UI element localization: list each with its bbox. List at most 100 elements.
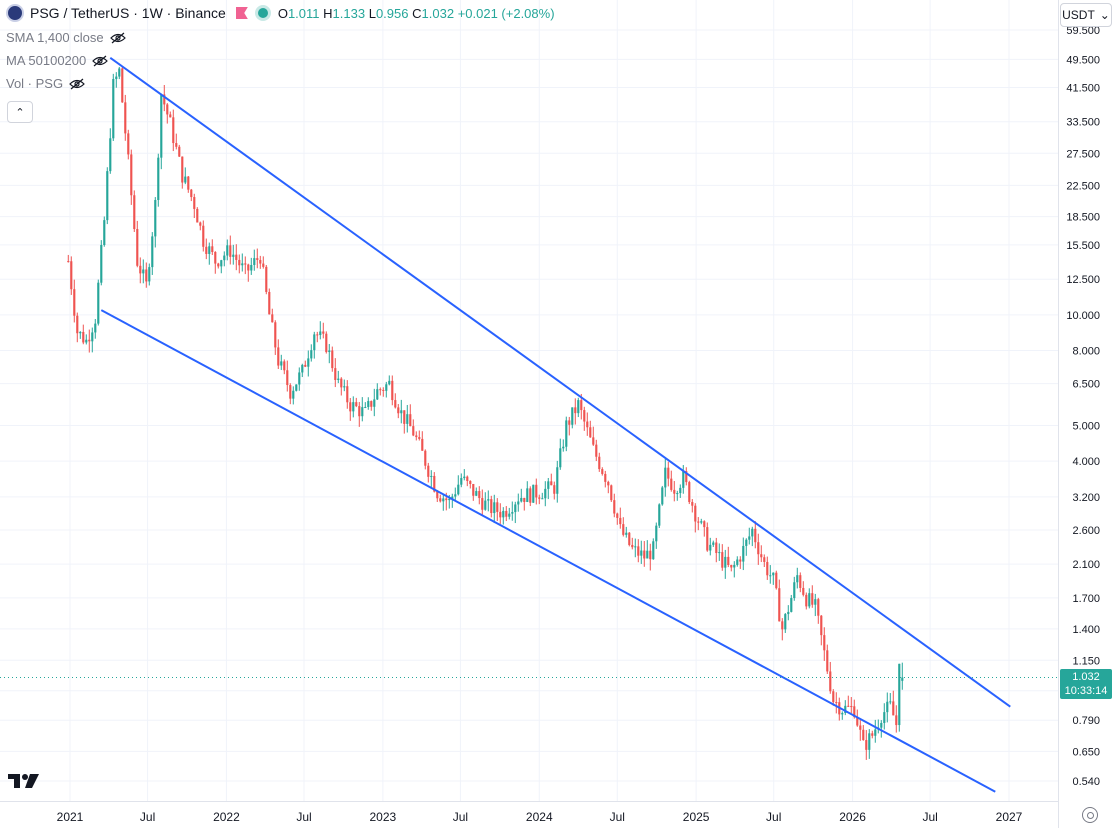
candle-body — [544, 488, 547, 499]
candle-body — [655, 525, 658, 542]
candle-body — [547, 481, 550, 489]
candle-body — [238, 259, 241, 266]
candle-body — [583, 410, 586, 422]
candle-body — [841, 713, 844, 715]
price-tick-label: 6.500 — [1072, 379, 1100, 391]
candle-body — [97, 282, 100, 324]
candle-body — [634, 546, 637, 548]
chevron-up-icon: ⌃ — [15, 106, 25, 119]
candle-body — [865, 740, 868, 750]
channel-line-upper — [109, 56, 1011, 708]
candle-body — [826, 650, 829, 672]
time-tick-label: Jul — [296, 810, 311, 824]
indicator-volume[interactable]: Vol · PSG — [6, 76, 85, 91]
candle-body — [850, 706, 853, 708]
candle-body — [724, 556, 727, 568]
candle-body — [142, 269, 145, 274]
candle-body — [880, 722, 883, 728]
candle-body — [733, 564, 736, 568]
candle-body — [778, 588, 781, 622]
candle-body — [709, 544, 712, 551]
candle-body — [670, 478, 673, 490]
candle-body — [499, 511, 502, 518]
candle-body — [862, 729, 865, 741]
candle-body — [532, 484, 535, 503]
candle-body — [751, 528, 754, 537]
candle-body — [277, 347, 280, 366]
indicator-ma[interactable]: MA 50100200 — [6, 53, 109, 68]
candle-body — [526, 488, 529, 502]
candle-body — [892, 701, 895, 716]
candle-body — [457, 484, 460, 495]
candle-body — [163, 94, 166, 105]
time-tick-label: 2022 — [213, 810, 240, 824]
candle-body — [265, 266, 268, 292]
candle-body — [364, 406, 367, 408]
candle-body — [280, 361, 283, 366]
eye-hidden-icon[interactable] — [92, 55, 109, 67]
candle-body — [886, 701, 889, 713]
currency-selector[interactable]: USDT ⌄ — [1060, 3, 1112, 27]
candle-body — [253, 258, 256, 265]
collapse-legend-button[interactable]: ⌃ — [7, 101, 33, 123]
candle-body — [496, 502, 499, 512]
candle-body — [160, 94, 163, 158]
candle-body — [229, 245, 232, 257]
candle-body — [421, 438, 424, 451]
candle-body — [595, 444, 598, 457]
candle-body — [223, 255, 226, 261]
flag-icon[interactable] — [235, 7, 248, 19]
price-tick-label: 41.500 — [1066, 83, 1100, 95]
candle-body — [136, 229, 139, 266]
candle-body — [622, 524, 625, 535]
candle-body — [520, 497, 523, 502]
candle-body — [211, 246, 214, 252]
candle-body — [775, 572, 778, 589]
candle-body — [592, 437, 595, 445]
candle-body — [376, 389, 379, 400]
time-tick-label: 2025 — [683, 810, 710, 824]
candle-body — [406, 414, 409, 424]
candle-body — [379, 389, 382, 391]
candle-body — [643, 550, 646, 559]
eye-hidden-icon[interactable] — [69, 78, 85, 90]
candle-body — [649, 550, 652, 560]
candle-body — [472, 483, 475, 496]
time-tick-label: 2026 — [839, 810, 866, 824]
candle-body — [343, 386, 346, 388]
candle-body — [676, 493, 679, 495]
symbol-title[interactable]: PSG / TetherUS · 1W · Binance — [30, 5, 226, 21]
candle-body — [241, 263, 244, 266]
candle-body — [754, 528, 757, 543]
eye-hidden-icon[interactable] — [109, 32, 126, 44]
candle-body — [787, 611, 790, 615]
price-tick-label: 22.500 — [1066, 180, 1100, 192]
candle-body — [559, 448, 562, 468]
gear-icon[interactable] — [1082, 807, 1098, 823]
time-tick-label: 2027 — [996, 810, 1023, 824]
candle-body — [667, 467, 670, 479]
candle-body — [103, 220, 106, 246]
candle-body — [625, 532, 628, 535]
candle-body — [658, 504, 661, 526]
price-tick-label: 2.600 — [1072, 525, 1100, 537]
candle-body — [820, 615, 823, 636]
price-tick-label: 0.650 — [1072, 746, 1100, 758]
candle-body — [556, 467, 559, 494]
candle-body — [208, 246, 211, 254]
candle-body — [859, 725, 862, 730]
candle-body — [760, 554, 763, 558]
price-tick-label: 8.000 — [1072, 345, 1100, 357]
low-value: 0.956 — [375, 5, 409, 21]
indicator-sma[interactable]: SMA 1,400 close — [6, 30, 126, 45]
tradingview-logo-icon[interactable] — [8, 772, 40, 790]
candle-body — [700, 521, 703, 523]
high-value: 1.133 — [332, 5, 366, 21]
candle-body — [439, 498, 442, 502]
candle-body — [385, 384, 388, 391]
candle-body — [247, 264, 250, 271]
price-tick-label: 1.150 — [1072, 655, 1100, 667]
candle-body — [220, 260, 223, 267]
candle-body — [580, 400, 583, 411]
